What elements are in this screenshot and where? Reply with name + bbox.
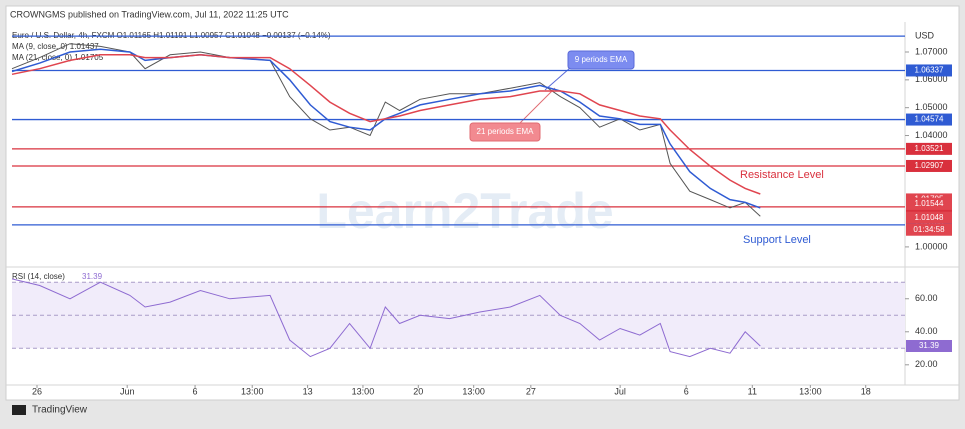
x-tick-label: 13:00 xyxy=(799,386,822,396)
rsi-title: RSI (14, close) xyxy=(12,272,65,281)
x-tick-label: 26 xyxy=(32,386,42,396)
rsi-last-label: 31.39 xyxy=(919,341,940,350)
rsi-last-badge xyxy=(906,339,952,352)
header: CROWNGMS published on TradingView.com, J… xyxy=(10,9,289,19)
price-label: 1.01048 xyxy=(915,213,944,222)
countdown: 01:34:58 xyxy=(913,225,945,234)
y-tick-label: 40.00 xyxy=(915,326,938,336)
series-line xyxy=(11,54,761,195)
level-badge xyxy=(906,142,952,155)
legend-row: MA (9, close, 0) 1.01437 xyxy=(12,42,99,51)
x-tick-label: Jul xyxy=(614,386,626,396)
annotation-pointer xyxy=(519,87,556,124)
x-tick-label: 13:00 xyxy=(352,386,375,396)
x-tick-label: 27 xyxy=(526,386,536,396)
y-tick-label: 1.05000 xyxy=(915,102,948,112)
y-tick-label: 1.00000 xyxy=(915,241,948,251)
level-badge xyxy=(906,64,952,77)
annotation-box xyxy=(469,122,541,142)
price-badge xyxy=(906,197,952,210)
x-tick-label: 6 xyxy=(684,386,689,396)
annotation: Support Level xyxy=(743,234,811,246)
annotation: 21 periods EMA xyxy=(477,127,535,136)
level-label: 1.03521 xyxy=(915,144,944,153)
y-tick-label: 1.07000 xyxy=(915,46,948,56)
x-tick-label: 6 xyxy=(193,386,198,396)
y-tick-label: 1.04000 xyxy=(915,130,948,140)
x-tick-label: 13:00 xyxy=(462,386,485,396)
annotation-pointer xyxy=(544,67,571,91)
series-line xyxy=(11,48,761,209)
legend-row: MA (21, close, 0) 1.01705 xyxy=(12,53,104,62)
x-tick-label: Jun xyxy=(120,386,135,396)
price-badge xyxy=(906,211,952,224)
x-tick-label: 20 xyxy=(413,386,423,396)
annotation: 9 periods EMA xyxy=(575,55,628,64)
series-line xyxy=(11,278,761,358)
currency: USD xyxy=(915,30,935,40)
price-label: 1.01544 xyxy=(915,199,944,208)
x-tick-label: 13:00 xyxy=(241,386,264,396)
x-tick-label: 11 xyxy=(748,386,757,396)
y-tick-label: 60.00 xyxy=(915,293,938,303)
level-badge xyxy=(906,113,952,126)
countdown-badge xyxy=(906,223,952,236)
footer: TradingView xyxy=(32,405,88,416)
annotation-box xyxy=(567,50,635,70)
logo xyxy=(12,405,26,415)
annotation: Resistance Level xyxy=(740,169,824,181)
x-tick-label: 13 xyxy=(303,386,313,396)
x-tick-label: 18 xyxy=(861,386,871,396)
watermark: Learn2Trade xyxy=(316,183,613,239)
rsi-last: 31.39 xyxy=(82,272,103,281)
y-tick-label: 1.06000 xyxy=(915,74,948,84)
level-label: 1.04574 xyxy=(915,115,944,124)
level-label: 1.06337 xyxy=(915,66,944,75)
level-label: 1.02907 xyxy=(915,161,944,170)
level-badge xyxy=(906,159,952,172)
series-line xyxy=(11,43,761,217)
y-tick-label: 20.00 xyxy=(915,359,938,369)
